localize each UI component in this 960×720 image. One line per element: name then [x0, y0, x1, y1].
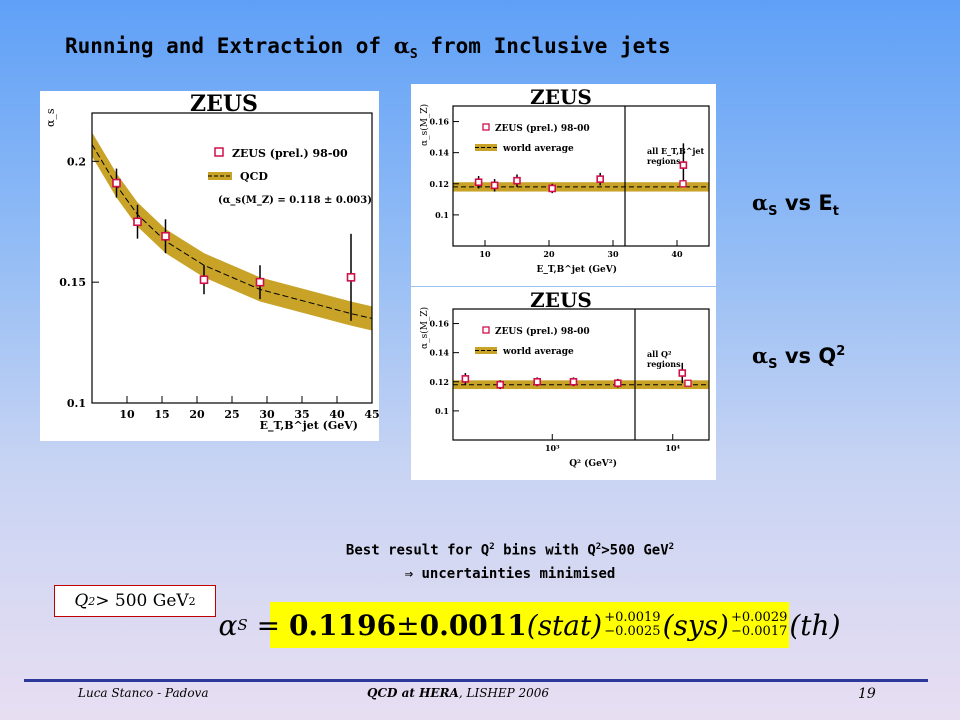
- data-point: [513, 176, 521, 185]
- x-tick-label: 35: [294, 408, 309, 421]
- x-tick-label: 10: [119, 408, 135, 421]
- footer-author: Luca Stanco - Padova: [78, 686, 209, 700]
- x-tick-label: 45: [364, 408, 379, 421]
- x-tick-label: 10⁴: [665, 443, 680, 453]
- data-point: [678, 369, 687, 377]
- region-label: all E_T,B^jet: [647, 146, 704, 156]
- y-axis-label: α_s(M_Z): [419, 104, 430, 146]
- y-tick-label: 0.16: [430, 117, 450, 127]
- y-tick-label: 0.12: [430, 179, 449, 189]
- data-point: [569, 377, 578, 386]
- x-tick-label: 20: [189, 408, 205, 421]
- legend-marker: [214, 147, 224, 157]
- data-point: [496, 380, 505, 389]
- data-point: [684, 379, 692, 387]
- data-point: [679, 180, 687, 188]
- data-point: [255, 277, 265, 287]
- y-axis-label: α_s(M_Z): [419, 307, 430, 349]
- chart-alphas-mz-q2: ZEUS 0.1 0.12 0.14 0.16 10³ 10⁴ Q² (GeV²) α_s(M_…: [419, 288, 710, 469]
- best-result-text: Best result for Q2 bins with Q2>500 GeV2…: [345, 542, 675, 582]
- legend-data: ZEUS (prel.) 98-00: [495, 326, 590, 337]
- region-label: regions: [647, 359, 681, 369]
- x-tick-label: 40: [329, 408, 345, 421]
- x-tick-label: 15: [154, 408, 169, 421]
- y-tick-label: 0.2: [67, 155, 86, 168]
- legend-qcd: QCD: [240, 170, 268, 183]
- y-tick-label: 0.1: [67, 397, 86, 410]
- legend-band: [475, 347, 497, 354]
- qcd-uncertainty-band: [92, 132, 372, 331]
- x-axis-label: E_T,B^jet (GeV): [536, 264, 617, 275]
- x-tick-label: 30: [607, 249, 619, 259]
- chart-title: ZEUS: [530, 85, 592, 109]
- chart-title: ZEUS: [530, 288, 592, 312]
- data-point: [346, 273, 356, 282]
- x-tick-label: 25: [224, 408, 239, 421]
- legend-world-average: world average: [502, 347, 574, 357]
- data-point: [533, 377, 542, 386]
- figure-alphas-mz-vs-q2: ZEUS 0.1 0.12 0.14 0.16 10³ 10⁴ Q² (GeV²) α_s(M_…: [411, 287, 716, 480]
- region-label: all Q²: [647, 349, 672, 359]
- data-point: [133, 217, 142, 227]
- figure-alphas-mz-vs-et: ZEUS 0.1 0.12 0.14 0.16 10 20 30 40 E_T,B^jet (Ge…: [411, 84, 716, 286]
- y-tick-label: 0.14: [430, 348, 450, 358]
- legend-band: [475, 144, 497, 151]
- data-point: [474, 178, 483, 187]
- y-tick-label: 0.1: [435, 406, 449, 416]
- footer-divider: [24, 679, 928, 682]
- legend-data: ZEUS (prel.) 98-00: [232, 147, 348, 160]
- x-tick-label: 30: [259, 408, 275, 421]
- y-tick-label: 0.1: [435, 210, 449, 220]
- legend-qcd-note: (α_s(M_Z) = 0.118 ± 0.003): [218, 195, 372, 206]
- data-point: [679, 161, 688, 169]
- data-point: [199, 275, 209, 285]
- data-point: [112, 178, 121, 188]
- x-tick-label: 10: [479, 249, 491, 259]
- data-point: [614, 379, 622, 388]
- page-number: 19: [858, 686, 876, 702]
- y-axis-label: α_s: [44, 108, 57, 127]
- slide-title: Running and Extraction of αS from Inclus…: [65, 33, 671, 63]
- qcd-curve: [91, 144, 373, 319]
- x-axis-label: E_T,B^jet (GeV): [260, 419, 358, 433]
- y-tick-label: 0.12: [430, 377, 449, 387]
- region-label: regions: [647, 156, 681, 166]
- label-alphas-vs-q2: αS vs Q2: [752, 343, 846, 373]
- legend-world-average: world average: [502, 144, 574, 154]
- data-point: [161, 231, 170, 241]
- data-point: [490, 181, 499, 190]
- plot-frame: [452, 105, 710, 247]
- x-tick-label: 20: [543, 249, 555, 259]
- data-point: [548, 184, 556, 193]
- legend-marker: [482, 123, 490, 131]
- x-tick-label: 40: [671, 249, 683, 259]
- x-tick-label: 10³: [545, 443, 560, 453]
- plot-frame: [452, 308, 710, 441]
- label-alphas-vs-et: αS vs Et: [752, 190, 839, 220]
- footer-conference: QCD at HERA, LISHEP 2006: [367, 686, 550, 700]
- y-tick-label: 0.14: [430, 148, 450, 158]
- y-tick-label: 0.15: [59, 276, 86, 289]
- y-tick-label: 0.16: [430, 319, 450, 329]
- chart-alphas-mz-et: ZEUS 0.1 0.12 0.14 0.16 10 20 30 40 E_T,B^jet (Ge…: [419, 85, 710, 275]
- legend-data: ZEUS (prel.) 98-00: [495, 123, 590, 134]
- legend-marker: [482, 326, 490, 334]
- data-point: [461, 375, 470, 383]
- figure-alphas-vs-et-running: ZEUS 10 15 20 25 30 35 40 45 0.1 0.15 0.2 E_T,B^jet …: [40, 91, 380, 441]
- data-point: [596, 175, 604, 183]
- x-axis-label: Q² (GeV²): [569, 458, 617, 469]
